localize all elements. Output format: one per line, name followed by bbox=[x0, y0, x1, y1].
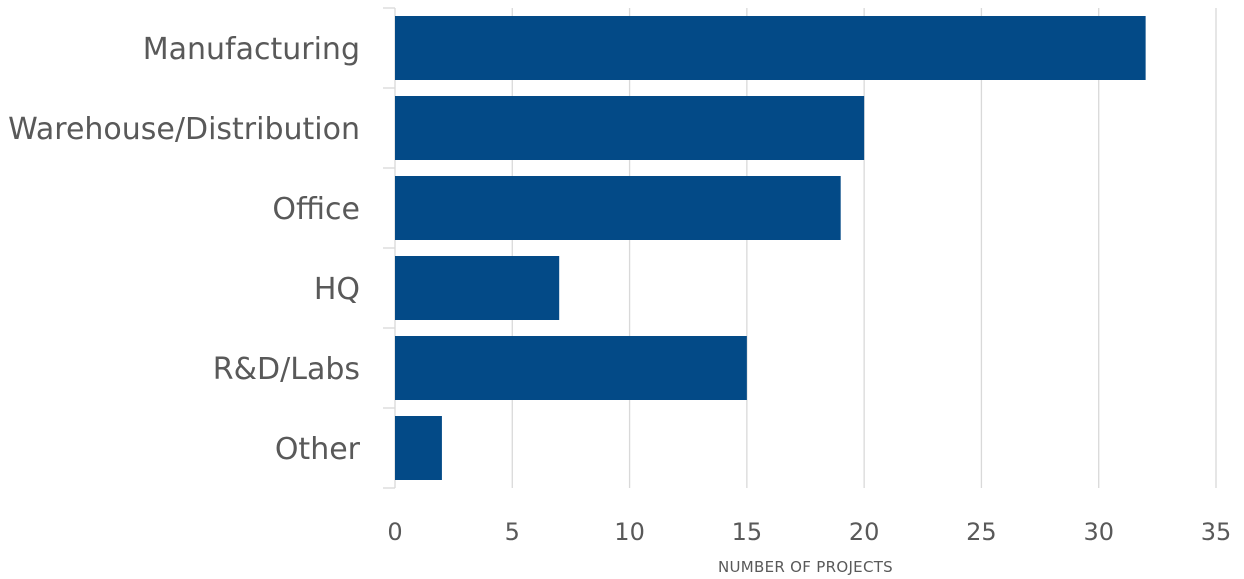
category-label: Office bbox=[272, 192, 360, 227]
x-tick-label: 30 bbox=[1083, 518, 1114, 546]
bar bbox=[395, 16, 1146, 80]
bar bbox=[395, 176, 841, 240]
gridlines bbox=[394, 8, 1217, 488]
x-tick-labels: 0 5 10 15 20 25 30 35 bbox=[387, 518, 1231, 546]
x-tick-label: 0 bbox=[387, 518, 402, 546]
bar bbox=[395, 416, 442, 480]
bar bbox=[395, 256, 560, 320]
x-tick-label: 15 bbox=[732, 518, 763, 546]
x-tick-label: 35 bbox=[1201, 518, 1232, 546]
x-tick-label: 5 bbox=[505, 518, 520, 546]
category-label: Manufacturing bbox=[143, 32, 360, 67]
bar bbox=[395, 96, 865, 160]
category-tick-marks bbox=[383, 7, 395, 489]
bars bbox=[395, 16, 1146, 480]
x-tick-label: 10 bbox=[614, 518, 645, 546]
x-tick-label: 20 bbox=[849, 518, 880, 546]
x-tick-label: 25 bbox=[966, 518, 997, 546]
bar bbox=[395, 336, 747, 400]
category-label: Warehouse/Distribution bbox=[8, 112, 360, 147]
category-labels: Manufacturing Warehouse/Distribution Offic… bbox=[8, 32, 361, 467]
category-label: Other bbox=[275, 432, 361, 467]
category-label: HQ bbox=[314, 272, 360, 307]
x-axis-title: NUMBER OF PROJECTS bbox=[718, 558, 893, 576]
category-label: R&D/Labs bbox=[213, 352, 360, 387]
